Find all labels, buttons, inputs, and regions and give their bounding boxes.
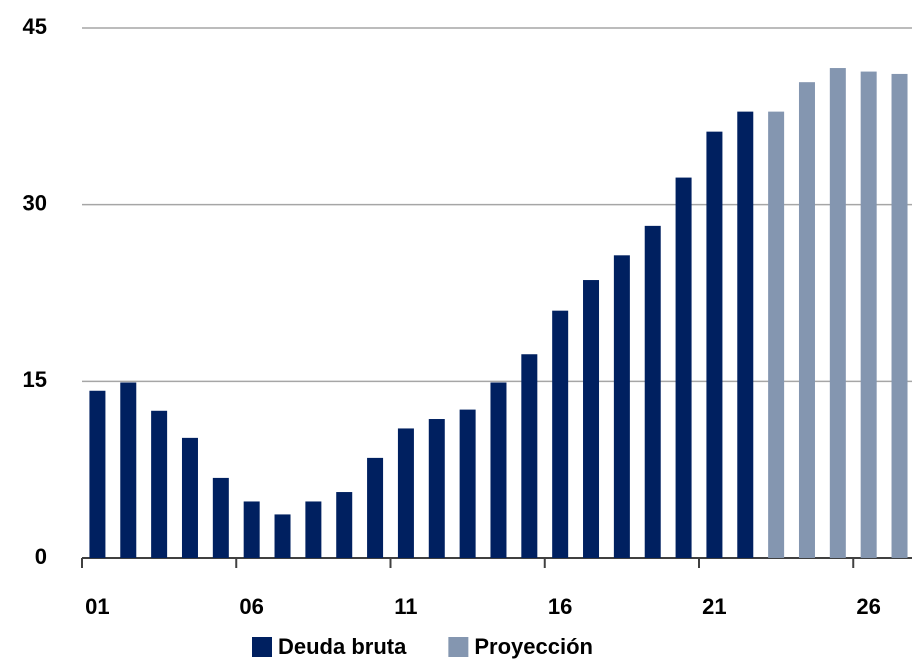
bar — [860, 71, 877, 559]
bar — [89, 390, 106, 558]
bar — [768, 111, 785, 558]
bar — [891, 73, 908, 558]
legend-swatch — [448, 637, 469, 657]
bar — [397, 428, 414, 558]
bar — [583, 280, 600, 558]
bar — [459, 409, 476, 558]
y-tick-label: 45 — [23, 14, 47, 39]
bar — [181, 437, 198, 558]
bar — [829, 68, 846, 559]
legend-label: Proyección — [474, 634, 593, 659]
bar — [274, 514, 291, 558]
bar — [212, 477, 229, 558]
x-tick-label: 16 — [548, 594, 572, 619]
x-tick-label: 11 — [394, 594, 417, 619]
legend-swatch — [252, 637, 272, 657]
bar — [490, 382, 507, 558]
bar — [798, 82, 815, 558]
bar — [428, 419, 445, 558]
bar — [737, 111, 754, 558]
legend-label: Deuda bruta — [278, 634, 407, 659]
bar — [367, 457, 384, 558]
x-tick-label: 21 — [702, 594, 726, 619]
x-tick-label: 06 — [239, 594, 263, 619]
bar — [521, 354, 538, 558]
bar — [706, 131, 723, 558]
bar — [151, 410, 168, 558]
bar — [675, 177, 692, 559]
bar — [613, 255, 630, 559]
bar — [120, 382, 137, 558]
bar — [552, 310, 569, 558]
bar — [336, 492, 353, 558]
x-tick-label: 01 — [85, 594, 109, 619]
bar — [305, 501, 322, 558]
y-tick-label: 30 — [23, 190, 47, 215]
x-tick-label: 26 — [856, 594, 880, 619]
y-tick-label: 15 — [23, 367, 47, 392]
bar — [644, 225, 661, 558]
y-tick-label: 0 — [35, 544, 47, 569]
bar — [243, 501, 260, 558]
